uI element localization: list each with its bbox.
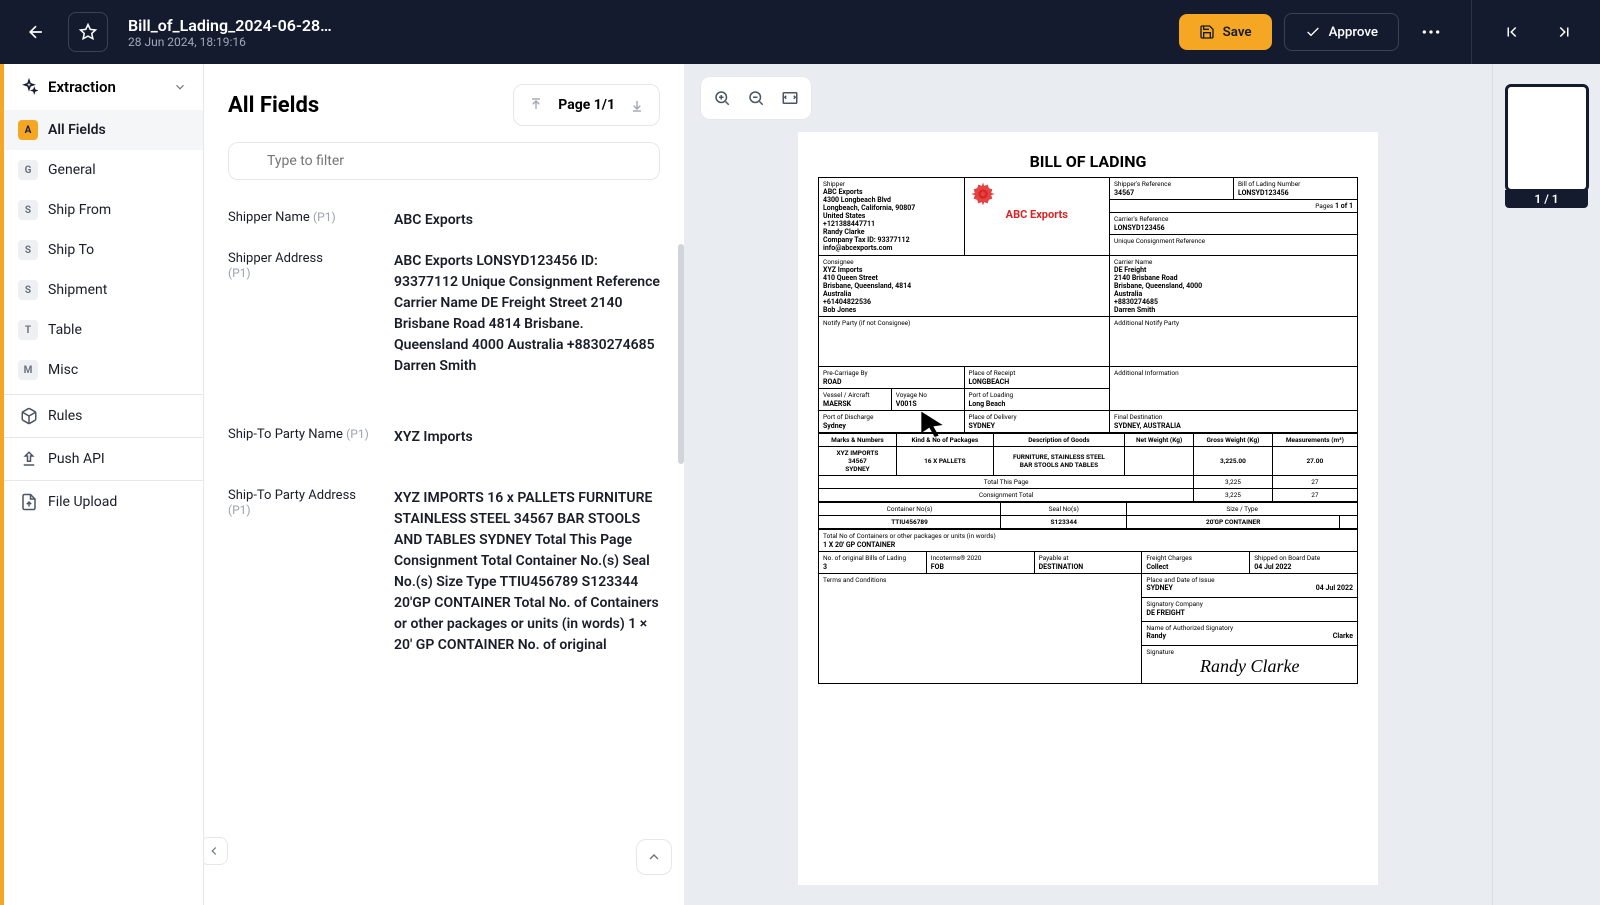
sparkle-icon xyxy=(20,78,38,96)
nav-label: Shipment xyxy=(48,282,107,298)
page-up-button[interactable] xyxy=(522,91,550,119)
gear-logo-icon xyxy=(969,180,997,208)
nav-label: Ship To xyxy=(48,242,94,258)
document-viewer: BILL OF LADING Shipper ABC Exports4300 L… xyxy=(684,64,1492,905)
file-upload-label: File Upload xyxy=(48,494,117,510)
header-left: Bill_of_Lading_2024-06-28… 28 Jun 2024, … xyxy=(16,12,332,52)
sidebar: Extraction A All Fields G General S Ship… xyxy=(4,64,204,905)
page-thumbnail[interactable] xyxy=(1505,84,1589,192)
field-label: Shipper Name (P1) xyxy=(228,210,378,231)
all-fields-title: All Fields xyxy=(228,93,319,118)
doc-date: 28 Jun 2024, 18:19:16 xyxy=(128,35,332,49)
save-label: Save xyxy=(1223,25,1252,40)
field-value: ABC Exports xyxy=(394,210,660,231)
sidebar-item-table[interactable]: T Table xyxy=(4,310,203,350)
nav-label: Table xyxy=(48,322,82,338)
items-table: Marks & NumbersKind & No of PackagesDesc… xyxy=(818,433,1358,502)
badge-t: T xyxy=(18,320,38,340)
field-label: Ship-To Party Address (P1) xyxy=(228,488,378,656)
nav-label: Misc xyxy=(48,362,78,378)
extraction-label: Extraction xyxy=(48,78,116,96)
doc-canvas[interactable]: BILL OF LADING Shipper ABC Exports4300 L… xyxy=(684,132,1492,905)
bol-top-table: Shipper ABC Exports4300 Longbeach BlvdLo… xyxy=(818,177,1358,433)
sidebar-item-rules[interactable]: Rules xyxy=(4,394,203,437)
page-nav: Page 1/1 xyxy=(513,84,660,126)
sidebar-header-extraction[interactable]: Extraction xyxy=(4,64,203,110)
fit-screen-button[interactable] xyxy=(773,81,807,115)
field-value: XYZ Imports xyxy=(394,427,660,448)
file-upload-icon xyxy=(20,493,38,511)
field-value: ABC Exports LONSYD123456 ID: 93377112 Un… xyxy=(394,251,660,377)
nav-label: Ship From xyxy=(48,202,111,218)
zoom-in-button[interactable] xyxy=(705,81,739,115)
sidebar-item-general[interactable]: G General xyxy=(4,150,203,190)
header-right: Save Approve xyxy=(1179,0,1584,64)
field-label: Ship-To Party Name (P1) xyxy=(228,427,378,448)
zoom-out-button[interactable] xyxy=(739,81,773,115)
chevron-down-icon xyxy=(173,80,187,94)
thumbnail-panel: 1 / 1 xyxy=(1492,64,1600,905)
document-page: BILL OF LADING Shipper ABC Exports4300 L… xyxy=(798,132,1378,885)
nav-label: All Fields xyxy=(48,122,106,138)
doc-info: Bill_of_Lading_2024-06-28… 28 Jun 2024, … xyxy=(128,16,332,49)
back-button[interactable] xyxy=(16,12,56,52)
collapse-panel-button[interactable] xyxy=(204,837,228,865)
badge-m: M xyxy=(18,360,38,380)
fields-panel: All Fields Page 1/1 Shipper Name xyxy=(204,64,684,905)
signature: Randy Clarke xyxy=(1146,656,1353,677)
more-button[interactable] xyxy=(1411,12,1451,52)
badge-s3: S xyxy=(18,280,38,300)
sidebar-item-ship-from[interactable]: S Ship From xyxy=(4,190,203,230)
sidebar-item-misc[interactable]: M Misc xyxy=(4,350,203,390)
field-label: Shipper Address (P1) xyxy=(228,251,378,377)
field-row[interactable]: Ship-To Party Address (P1) XYZ IMPORTS 1… xyxy=(228,478,660,666)
logo-label: ABC Exports xyxy=(969,208,1106,221)
filter-input[interactable] xyxy=(228,142,660,180)
field-value: XYZ IMPORTS 16 x PALLETS FURNITURE STAIN… xyxy=(394,488,660,656)
bottom-table: Total No of Containers or other packages… xyxy=(818,529,1358,684)
prev-doc-button[interactable] xyxy=(1492,12,1532,52)
approve-button[interactable]: Approve xyxy=(1284,13,1399,51)
badge-s2: S xyxy=(18,240,38,260)
star-button[interactable] xyxy=(68,12,108,52)
zoom-controls xyxy=(700,76,812,120)
app-header: Bill_of_Lading_2024-06-28… 28 Jun 2024, … xyxy=(0,0,1600,64)
container-table: Container No(s)Seal No(s)Size / Type TTI… xyxy=(818,502,1358,529)
sidebar-item-file-upload[interactable]: File Upload xyxy=(4,480,203,523)
badge-g: G xyxy=(18,160,38,180)
content-area: All Fields Page 1/1 Shipper Name xyxy=(204,64,1600,905)
push-api-label: Push API xyxy=(48,451,105,467)
nav-label: General xyxy=(48,162,96,178)
field-row[interactable]: Shipper Address (P1) ABC Exports LONSYD1… xyxy=(228,241,660,387)
field-row[interactable]: Shipper Name (P1) ABC Exports xyxy=(228,200,660,241)
page-nav-label: Page 1/1 xyxy=(558,97,615,113)
cube-icon xyxy=(20,407,38,425)
thumb-label: 1 / 1 xyxy=(1505,190,1588,208)
sidebar-item-shipment[interactable]: S Shipment xyxy=(4,270,203,310)
rules-label: Rules xyxy=(48,408,82,424)
upload-icon xyxy=(20,450,38,468)
approve-label: Approve xyxy=(1329,25,1378,40)
badge-a: A xyxy=(18,120,38,140)
main-layout: Extraction A All Fields G General S Ship… xyxy=(0,64,1600,905)
header-divider xyxy=(1471,0,1472,64)
save-button[interactable]: Save xyxy=(1179,14,1272,50)
badge-s: S xyxy=(18,200,38,220)
page-down-button[interactable] xyxy=(623,91,651,119)
fields-title-row: All Fields Page 1/1 xyxy=(228,84,660,126)
filter-wrap xyxy=(228,142,660,180)
sidebar-item-all-fields[interactable]: A All Fields xyxy=(4,110,203,150)
sidebar-item-push-api[interactable]: Push API xyxy=(4,437,203,480)
field-row[interactable]: Ship-To Party Name (P1) XYZ Imports xyxy=(228,417,660,458)
doc-title: Bill_of_Lading_2024-06-28… xyxy=(128,16,332,35)
next-doc-button[interactable] xyxy=(1544,12,1584,52)
sidebar-item-ship-to[interactable]: S Ship To xyxy=(4,230,203,270)
viewer-toolbar xyxy=(684,64,1492,132)
scroll-top-button[interactable] xyxy=(636,839,672,875)
doc-bol-title: BILL OF LADING xyxy=(818,152,1358,171)
